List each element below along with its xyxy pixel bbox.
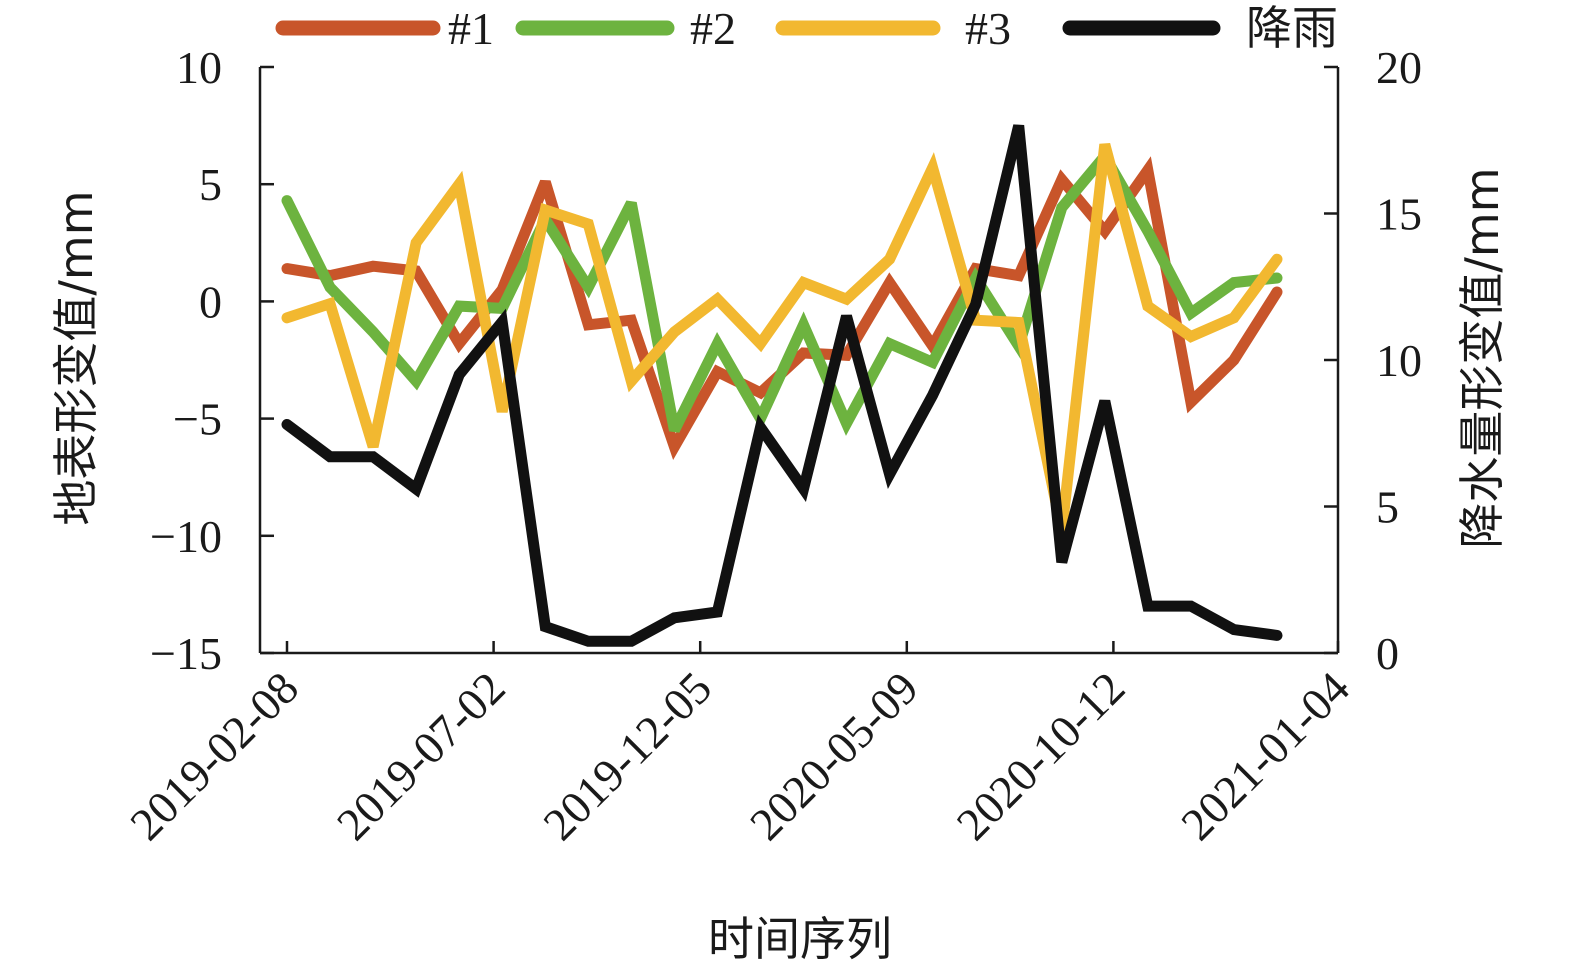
left-y-tick-label: −10 [150,511,222,562]
series-line-n3 [281,142,1283,533]
legend-label: #2 [690,3,736,54]
left-y-tick-label: 10 [176,42,222,93]
x-tick-label: 2019-12-05 [533,662,721,850]
x-tick-label: 2020-05-09 [740,662,928,850]
legend-label: #1 [448,3,494,54]
right-y-tick-label: 15 [1376,189,1422,240]
left-y-axis-title: 地表形变值/mm [49,190,103,525]
x-tick-label: 2021-01-04 [1171,662,1359,850]
series-line-rainfall [281,124,1283,647]
right-y-axis-title: 降水量形变值/mm [1455,167,1509,548]
left-y-tick-label: 0 [199,276,222,327]
x-tick-label: 2019-02-08 [120,662,308,850]
right-y-tick-label: 5 [1376,482,1399,533]
left-y-tick-label: −15 [150,628,222,679]
right-y-tick-label: 0 [1376,628,1399,679]
right-y-tick-label: 10 [1376,335,1422,386]
right-y-tick-label: 20 [1376,42,1422,93]
x-tick-label: 2019-07-02 [327,662,515,850]
legend-label: #3 [965,3,1011,54]
legend: #1 #2 #3 降雨 [275,1,1338,55]
left-y-tick-label: 5 [199,159,222,210]
left-y-tick-label: −5 [173,394,222,445]
x-axis-title: 时间序列 [708,912,892,966]
series-layer [281,124,1283,647]
x-tick-label: 2020-10-12 [947,662,1135,850]
legend-label: 降雨 [1246,1,1338,55]
